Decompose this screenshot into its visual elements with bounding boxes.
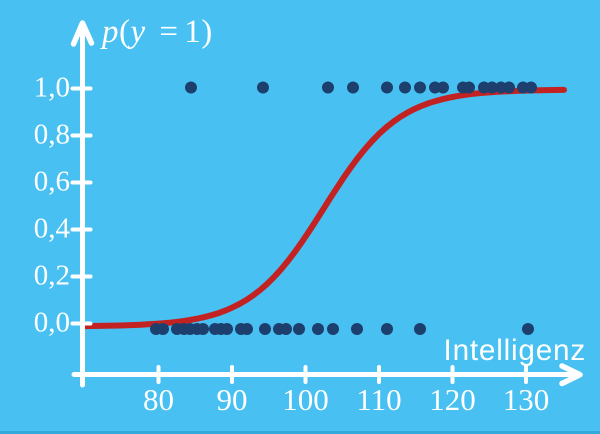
svg-text:90: 90: [217, 382, 248, 417]
svg-text:0,6: 0,6: [34, 166, 70, 198]
svg-text:100: 100: [282, 382, 329, 417]
svg-text:Intelligenz: Intelligenz: [444, 334, 586, 367]
svg-text:130: 130: [503, 382, 550, 417]
svg-text:120: 120: [429, 382, 476, 417]
svg-text:0,4: 0,4: [34, 213, 71, 245]
svg-text:0,8: 0,8: [34, 119, 70, 151]
svg-text:1,0: 1,0: [34, 72, 70, 104]
svg-text:0,2: 0,2: [34, 260, 70, 292]
svg-text:0,0: 0,0: [34, 307, 70, 339]
svg-text:80: 80: [143, 382, 174, 417]
svg-text:p(y = 1): p(y = 1): [100, 14, 213, 50]
svg-text:110: 110: [356, 382, 401, 417]
